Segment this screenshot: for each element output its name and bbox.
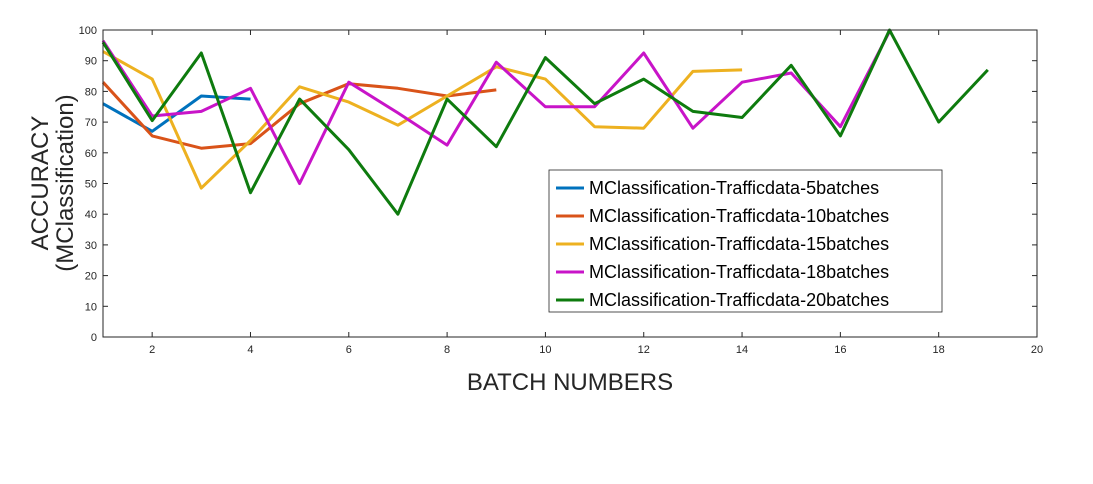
y-axis-title-line-2: (MClassification) — [52, 94, 79, 271]
x-axis-ticks: 2 4 6 8 10 12 14 16 18 20 — [149, 30, 1043, 356]
x-tick-label: 2 — [149, 344, 155, 356]
x-tick-label: 18 — [933, 344, 945, 356]
y-tick-label: 70 — [85, 117, 97, 129]
y-tick-label: 60 — [85, 148, 97, 160]
legend-box — [548, 169, 943, 313]
y-tick-label: 80 — [85, 86, 97, 98]
series-line-4 — [101, 30, 891, 185]
y-tick-label: 50 — [85, 179, 97, 191]
x-tick-label: 14 — [736, 344, 748, 356]
y-tick-label: 0 — [91, 332, 97, 344]
x-tick-label: 8 — [444, 344, 450, 356]
series-line-2 — [101, 81, 497, 150]
x-tick-label: 6 — [346, 344, 352, 356]
y-axis-ticks: 0 10 20 30 40 50 60 70 80 90 100 — [79, 25, 1037, 344]
y-tick-label: 20 — [85, 271, 97, 283]
x-tick-label: 12 — [638, 344, 650, 356]
legend-label-3: MClassification-Trafficdata-15batches — [589, 234, 889, 254]
y-tick-label: 10 — [85, 301, 97, 313]
x-tick-label: 4 — [247, 344, 253, 356]
y-axis-title-line-1: ACCURACY — [27, 116, 54, 251]
y-tick-label: 100 — [79, 25, 97, 37]
legend-label-2: MClassification-Trafficdata-10batches — [589, 206, 889, 226]
y-tick-label: 30 — [85, 240, 97, 252]
x-tick-label: 16 — [834, 344, 846, 356]
series-line-5 — [101, 28, 989, 216]
x-tick-label: 20 — [1031, 344, 1043, 356]
x-tick-label: 10 — [539, 344, 551, 356]
x-axis-title: BATCH NUMBERS — [467, 369, 673, 396]
legend-label-1: MClassification-Trafficdata-5batches — [589, 178, 879, 198]
legend: MClassification-Trafficdata-5batches MCla… — [548, 169, 943, 313]
series-layer — [101, 28, 989, 216]
legend-label-5: MClassification-Trafficdata-20batches — [589, 290, 889, 310]
y-axis-title: ACCURACY (MClassification) — [27, 94, 79, 271]
y-tick-label: 90 — [85, 56, 97, 68]
series-line-3 — [102, 50, 743, 190]
legend-label-4: MClassification-Trafficdata-18batches — [589, 262, 889, 282]
y-tick-label: 40 — [85, 209, 97, 221]
